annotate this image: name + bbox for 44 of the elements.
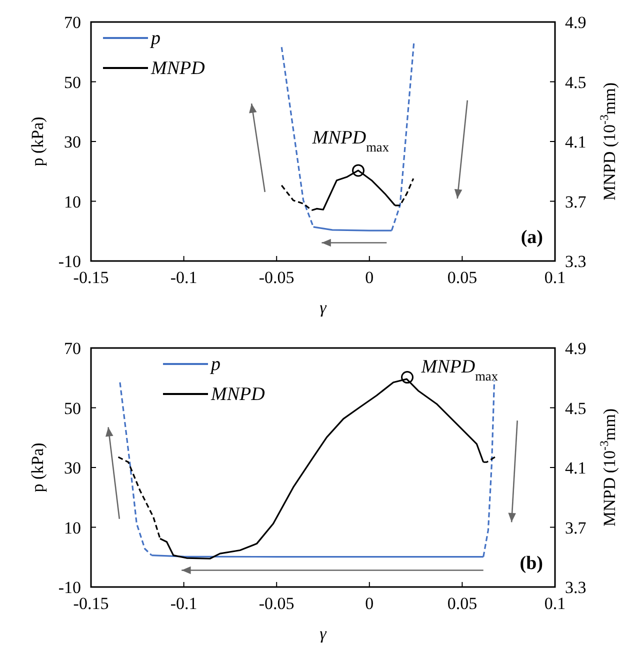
x-axis-title: γ: [320, 624, 328, 643]
y2-tick-label: 3.7: [565, 518, 587, 538]
annotation: MNPD$_{max}$: [311, 127, 390, 154]
y2-tick-label: 4.5: [565, 398, 586, 418]
x-tick-label: -0.05: [258, 268, 294, 287]
annotation: (a): [520, 227, 543, 248]
y2-tick-label: 3.3: [565, 578, 586, 597]
y2-tick-label: 3.3: [565, 252, 586, 271]
annotation: (b): [520, 553, 543, 574]
x-tick-label: 0: [365, 594, 374, 613]
x-tick-label: 0.1: [544, 268, 566, 287]
y-axis-title: p (kPa): [28, 442, 47, 492]
x-tick-label: 0: [365, 268, 374, 287]
y2-tick-label: 4.9: [565, 339, 586, 358]
y2-tick-label: 4.1: [565, 458, 586, 478]
y2-tick-label: 4.9: [565, 13, 586, 32]
x-tick-label: 0.05: [447, 594, 478, 613]
annotation: MNPD$_{max}$: [420, 356, 498, 383]
y-axis-title: p (kPa): [28, 116, 47, 166]
y-tick-label: 10: [64, 192, 81, 212]
y-tick-label: -10: [58, 578, 81, 597]
x-tick-label: 0.05: [447, 268, 478, 287]
x-tick-label: -0.15: [73, 594, 109, 613]
x-axis-title: γ: [320, 298, 328, 317]
y-tick-label: 70: [64, 339, 81, 358]
x-tick-label: -0.1: [170, 268, 198, 287]
y-tick-label: 30: [64, 458, 81, 478]
y2-tick-label: 4.1: [565, 132, 586, 152]
y-tick-label: 50: [64, 398, 81, 418]
y-tick-label: 10: [64, 518, 81, 538]
y-tick-label: 30: [64, 132, 81, 152]
legend-label: p: [149, 28, 160, 49]
y2-tick-label: 3.7: [565, 192, 587, 212]
y-tick-label: 50: [64, 72, 81, 92]
legend-label: MNPD: [210, 384, 266, 405]
x-tick-label: 0.1: [544, 594, 566, 613]
y-tick-label: 70: [64, 13, 81, 32]
x-tick-label: -0.1: [170, 594, 198, 613]
x-tick-label: -0.05: [258, 594, 294, 613]
legend-label: MNPD: [150, 58, 206, 79]
legend-label: p: [209, 354, 220, 375]
y2-tick-label: 4.5: [565, 72, 586, 92]
y-tick-label: -10: [58, 252, 81, 271]
x-tick-label: -0.15: [73, 268, 109, 287]
